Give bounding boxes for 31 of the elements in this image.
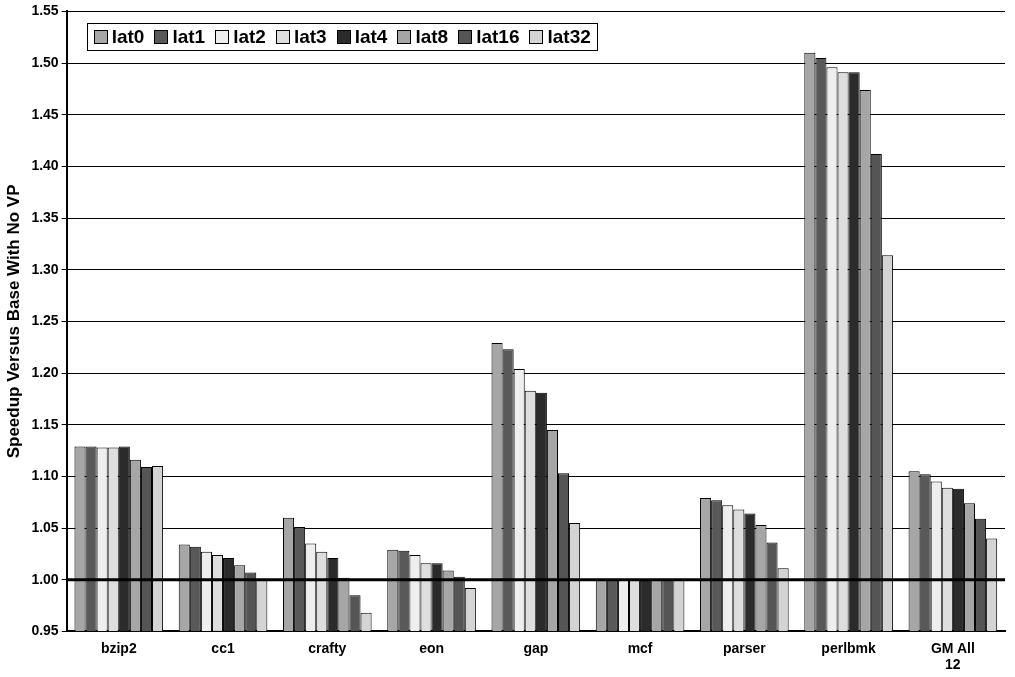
legend-label: lat32: [547, 26, 591, 49]
x-tick-label: eon: [419, 639, 445, 656]
x-tick-label: cc1: [211, 639, 235, 656]
legend-label: lat8: [415, 26, 449, 49]
x-tick-label: mcf: [627, 639, 653, 656]
y-tick-label: 1.10: [31, 467, 59, 484]
y-tick-label: 1.35: [31, 208, 59, 225]
y-tick-label: 1.40: [31, 157, 59, 174]
legend-label: lat3: [293, 26, 327, 49]
legend-label: lat4: [354, 26, 388, 49]
x-tick-label: bzip2: [100, 639, 137, 656]
y-tick-label: 1.25: [31, 312, 59, 329]
legend-label: lat16: [476, 26, 520, 49]
x-tick-label: gap: [523, 639, 549, 656]
x-tick-label: crafty: [308, 639, 347, 656]
x-tick-label: perlbmk: [821, 639, 877, 656]
y-tick-label: 1.50: [31, 53, 59, 70]
y-tick-label: 1.45: [31, 105, 59, 122]
x-tick-label: parser: [722, 639, 767, 656]
legend-label: lat1: [172, 26, 206, 49]
y-tick-label: 1.15: [31, 415, 59, 432]
y-tick-label: 1.00: [31, 570, 59, 587]
y-tick-label: 0.95: [31, 622, 59, 639]
y-tick-label: 1.55: [31, 2, 59, 19]
x-tick-label: GM All 12: [930, 639, 975, 673]
y-tick-label: 1.20: [31, 363, 59, 380]
legend-label: lat2: [233, 26, 266, 49]
y-tick-label: 1.05: [31, 518, 59, 535]
legend-label: lat0: [111, 26, 145, 49]
y-tick-label: 1.30: [31, 260, 59, 277]
y-axis-title: Speedup Versus Base With No VP: [3, 184, 23, 459]
